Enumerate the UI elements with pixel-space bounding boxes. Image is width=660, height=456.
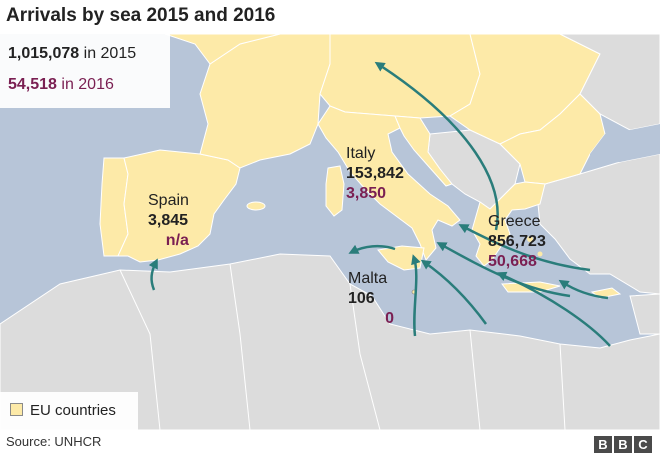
central-europe (319, 34, 481, 119)
aegean-island (537, 251, 543, 257)
total-2015-value: 1,015,078 (8, 45, 80, 62)
migration-arrows (148, 61, 611, 347)
africa-borders (119, 263, 566, 430)
greece-2015: 856,723 (488, 233, 546, 250)
arrow-to-sicily-west (348, 244, 396, 254)
spain-2015: 3,845 (148, 212, 189, 229)
total-2016-label: in 2016 (56, 76, 114, 93)
malta-label: Malta 106 0 (348, 269, 394, 329)
levant (629, 293, 660, 335)
italy-2015: 153,842 (346, 165, 404, 182)
greece (471, 181, 546, 267)
source-note: Source: UNHCR (6, 434, 102, 449)
arrow-turkey-to-greece (558, 279, 609, 300)
total-2016-value: 54,518 (8, 76, 57, 93)
legend: EU countries (0, 392, 138, 430)
ukraine (559, 34, 660, 131)
total-2015-label: in 2015 (79, 45, 137, 62)
malta-2015: 106 (348, 290, 375, 307)
arrow-egypt-north (496, 271, 611, 347)
aegean-island (518, 260, 522, 264)
greece-name: Greece (488, 213, 541, 230)
greece-label: Greece 856,723 50,668 (488, 212, 546, 272)
portugal (99, 157, 129, 257)
sardinia (325, 165, 345, 217)
eu-swatch (10, 403, 23, 416)
arrow-libya-to-italy (420, 259, 488, 325)
malta-2016: 0 (385, 310, 394, 327)
greece-2016: 50,668 (488, 253, 537, 270)
spain-label: Spain 3,845 n/a (148, 191, 189, 251)
arrow-aegean-to-italy (458, 224, 591, 272)
arrow-balkan-route (374, 61, 499, 231)
black-sea (590, 124, 660, 164)
italy-label: Italy 153,842 3,850 (346, 144, 404, 204)
croatia (394, 115, 453, 187)
total-2015: 1,015,078 in 2015 (8, 45, 136, 63)
italy-2016: 3,850 (346, 185, 387, 202)
legend-label: EU countries (30, 402, 116, 419)
total-2016: 54,518 in 2016 (8, 76, 114, 94)
totals-panel: 1,015,078 in 2015 54,518 in 2016 (0, 34, 170, 108)
italy-name: Italy (346, 145, 376, 162)
map-title: Arrivals by sea 2015 and 2016 (6, 5, 276, 26)
map-svg (0, 34, 660, 430)
aegean-island (527, 236, 533, 242)
mediterranean-map (0, 34, 660, 430)
arrow-libya-to-sicily (411, 254, 421, 337)
northern-europe (164, 34, 281, 65)
logo-letter: B (594, 436, 612, 453)
malta-name: Malta (348, 270, 388, 287)
spain-name: Spain (148, 192, 189, 209)
italy (317, 105, 461, 261)
bbc-logo: B B C (594, 436, 652, 453)
logo-letter: B (614, 436, 632, 453)
logo-letter: C (634, 436, 652, 453)
balearic-islands (246, 201, 266, 211)
north-africa (0, 253, 660, 430)
arrow-to-spain (148, 258, 158, 291)
spain-2016: n/a (165, 232, 189, 249)
